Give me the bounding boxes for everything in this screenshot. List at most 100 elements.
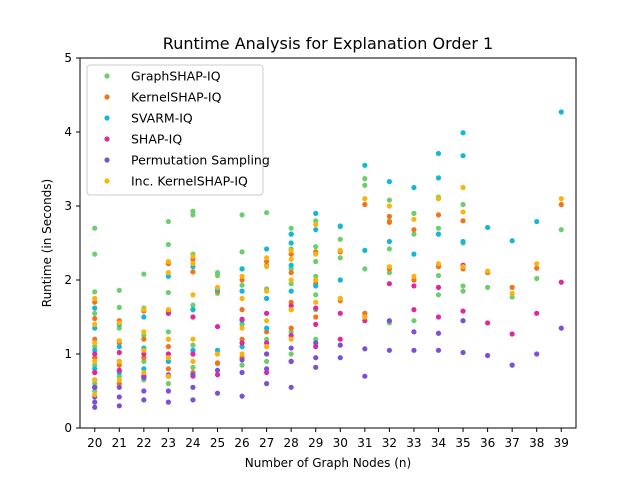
data-point <box>435 284 442 290</box>
data-point <box>313 210 319 216</box>
data-point <box>313 227 319 233</box>
series-shap-iq <box>92 262 564 390</box>
data-point <box>92 377 98 383</box>
data-point <box>411 329 417 335</box>
legend-label: KernelSHAP-IQ <box>131 90 222 105</box>
data-point <box>313 283 319 289</box>
x-axis: 20 21 22 23 24 25 26 27 28 29 30 31 32 33 34 35 36 37 38 39 <box>87 428 569 450</box>
data-point <box>190 347 196 353</box>
data-point <box>264 210 270 216</box>
data-point <box>460 288 466 294</box>
data-point <box>239 340 245 346</box>
data-point <box>362 346 368 352</box>
data-point <box>190 307 196 313</box>
data-point <box>460 308 466 314</box>
data-point <box>264 344 270 350</box>
data-point <box>313 321 319 327</box>
data-point <box>362 310 368 316</box>
data-point <box>337 310 343 316</box>
data-point <box>92 344 98 350</box>
data-point <box>141 355 147 361</box>
data-point <box>92 366 98 372</box>
legend-label: SVARM-IQ <box>131 111 193 126</box>
data-point <box>264 258 270 265</box>
data-point <box>558 227 564 233</box>
data-point <box>411 216 417 222</box>
data-point <box>288 345 294 351</box>
data-point <box>190 292 196 298</box>
data-point <box>558 109 564 115</box>
data-point <box>116 320 122 326</box>
data-point <box>509 284 515 290</box>
points-layer <box>92 109 564 410</box>
data-point <box>411 283 417 289</box>
data-point <box>362 266 368 272</box>
legend-marker <box>104 136 110 142</box>
data-point <box>92 369 98 376</box>
data-point <box>165 344 171 350</box>
x-tick-label: 23 <box>161 436 176 450</box>
data-point <box>362 201 368 208</box>
data-point <box>313 244 319 250</box>
data-point <box>313 221 319 228</box>
data-point <box>485 224 491 231</box>
data-point <box>92 404 98 410</box>
data-point <box>460 201 466 208</box>
data-point <box>190 397 196 403</box>
data-point <box>288 303 294 309</box>
data-point <box>141 336 147 342</box>
data-point <box>337 255 343 261</box>
data-point <box>288 384 294 390</box>
data-point <box>460 153 466 159</box>
data-point <box>288 270 294 276</box>
x-tick-label: 35 <box>455 436 470 450</box>
data-point <box>435 150 442 157</box>
data-point <box>116 394 122 400</box>
data-point <box>386 178 392 185</box>
data-point <box>362 176 368 182</box>
data-point <box>239 295 245 302</box>
data-point <box>460 218 466 224</box>
data-point <box>264 340 270 346</box>
data-point <box>264 351 270 357</box>
y-tick-label: 1 <box>64 347 72 361</box>
data-point <box>460 184 466 191</box>
data-point <box>362 373 368 379</box>
y-tick-label: 2 <box>64 273 72 287</box>
data-point <box>337 223 343 229</box>
data-point <box>386 264 392 270</box>
data-point <box>116 381 122 387</box>
data-point <box>141 358 147 364</box>
data-point <box>534 351 540 357</box>
x-tick-label: 31 <box>357 436 372 450</box>
data-point <box>141 332 147 339</box>
data-point <box>288 251 294 257</box>
data-point <box>190 351 196 357</box>
data-point <box>165 329 171 335</box>
data-point <box>264 288 270 294</box>
data-point <box>165 273 171 279</box>
data-point <box>165 373 171 379</box>
data-point <box>288 231 294 237</box>
data-point <box>92 321 98 327</box>
data-point <box>92 336 98 342</box>
data-point <box>165 366 171 372</box>
data-point <box>485 320 491 326</box>
legend-marker <box>104 115 110 121</box>
data-point <box>239 249 245 255</box>
data-point <box>509 294 515 300</box>
data-point <box>239 369 245 376</box>
data-point <box>141 397 147 403</box>
legend-label: Inc. KernelSHAP-IQ <box>131 174 248 189</box>
data-point <box>116 344 122 350</box>
data-point <box>165 270 171 276</box>
legend-label: SHAP-IQ <box>131 132 182 147</box>
data-point <box>435 225 442 231</box>
data-point <box>190 212 196 218</box>
data-point <box>435 330 442 336</box>
data-point <box>288 256 294 262</box>
data-point <box>116 287 122 293</box>
data-point <box>288 332 294 339</box>
data-point <box>190 336 196 342</box>
